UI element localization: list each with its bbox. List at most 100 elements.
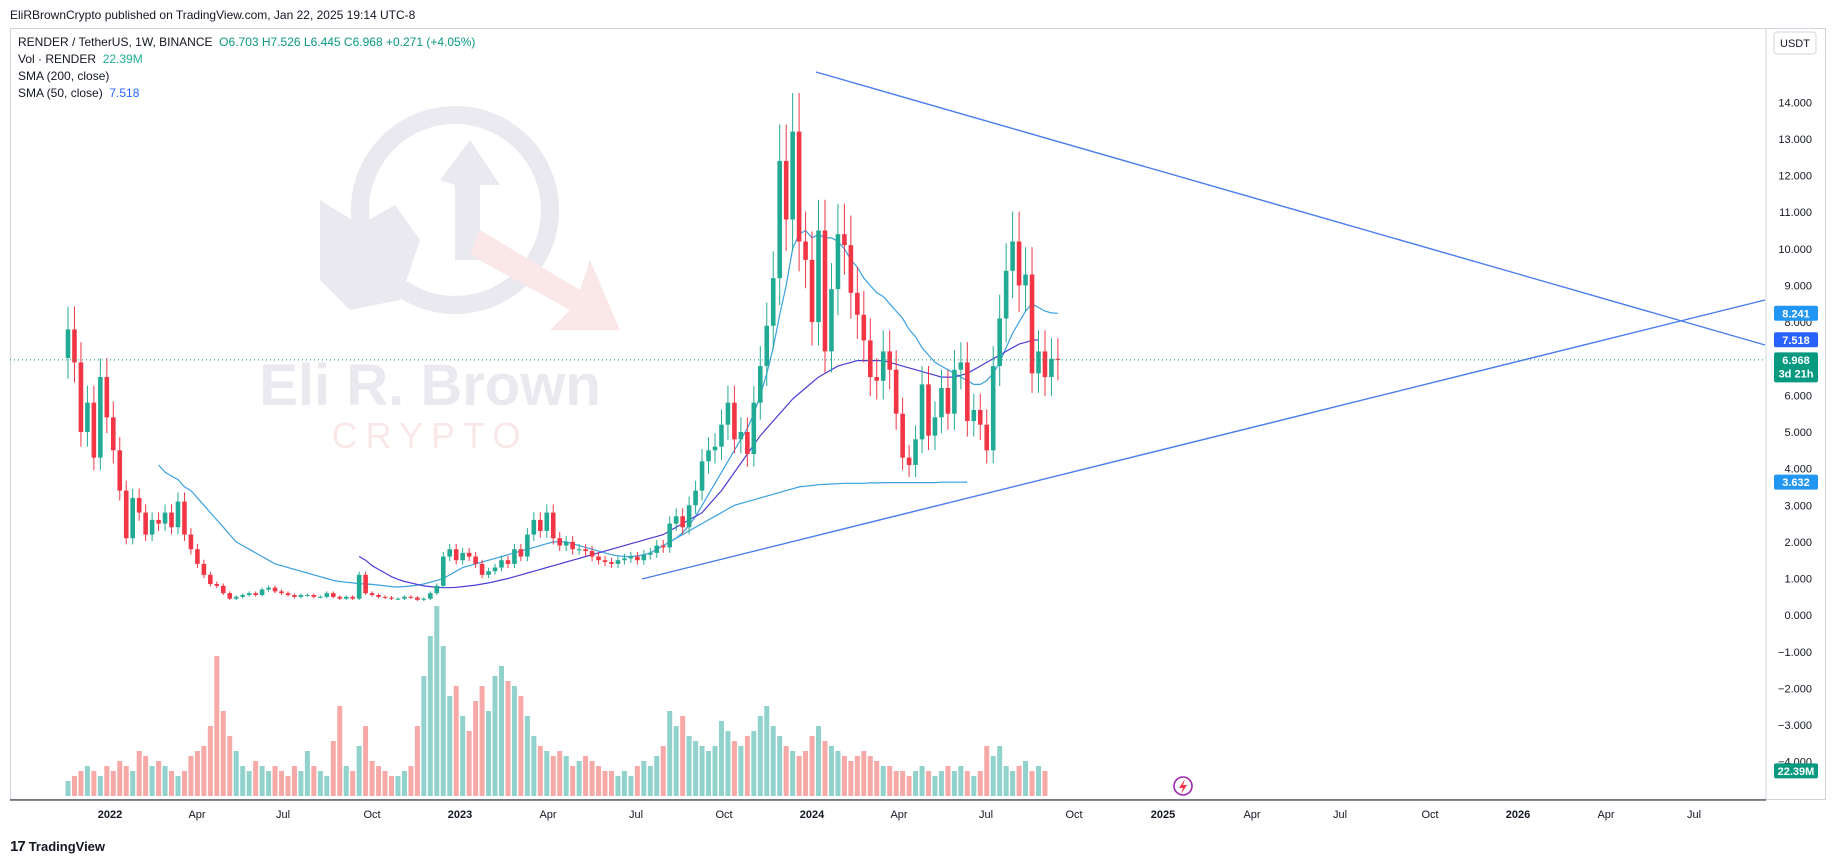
x-tick-label: Apr	[890, 809, 907, 821]
volume-bars	[65, 606, 1048, 796]
candle-body	[855, 292, 860, 315]
footer-brand[interactable]: 17 TradingView	[10, 838, 105, 855]
volume-bar	[220, 711, 226, 796]
volume-bar	[492, 676, 498, 796]
candle-body	[499, 560, 504, 568]
y-tick-label: 0.000	[1784, 610, 1812, 622]
candle-body	[965, 362, 970, 422]
volume-bar	[285, 776, 291, 796]
candle-body	[913, 439, 918, 465]
candle-body	[570, 541, 575, 550]
volume-bar	[945, 766, 951, 796]
candle-body	[169, 512, 174, 528]
volume-bar	[97, 776, 103, 796]
volume-bar	[317, 771, 323, 796]
candle-body	[175, 501, 181, 528]
candle-body	[492, 567, 498, 572]
candle-body	[1016, 241, 1022, 286]
volume-bar	[997, 746, 1003, 796]
trendlines[interactable]	[641, 71, 1766, 580]
candle-body	[292, 595, 297, 597]
candle-body	[602, 560, 608, 563]
y-tick-label: 9.000	[1784, 280, 1812, 292]
volume-bar	[440, 646, 446, 796]
legend-sma200-row[interactable]: SMA (200, close)	[18, 68, 475, 85]
volume-bar	[706, 751, 712, 796]
volume-bar	[175, 776, 181, 796]
candle-body	[389, 597, 394, 599]
volume-bar	[984, 746, 990, 796]
lower-trendline	[641, 299, 1766, 580]
price-tag-label: 7.518	[1782, 335, 1810, 347]
legend-volume-row[interactable]: Vol · RENDER 22.39M	[18, 51, 475, 68]
lightning-icon[interactable]	[1173, 776, 1193, 796]
volume-bar	[731, 741, 737, 796]
currency-button[interactable]: USDT	[1773, 31, 1817, 55]
volume-bar	[214, 656, 220, 796]
volume-bar	[486, 711, 492, 796]
candle-body	[1003, 270, 1009, 319]
candle-body	[208, 574, 213, 585]
candle-body	[369, 593, 375, 596]
chart-legend: RENDER / TetherUS, 1W, BINANCE O6.703 H7…	[18, 34, 475, 102]
candle-body	[835, 234, 841, 290]
candle-body	[816, 230, 821, 323]
candle-body	[227, 593, 233, 599]
volume-bar	[557, 751, 563, 796]
volume-bar	[246, 771, 252, 796]
candle-body	[91, 402, 97, 458]
candle-body	[356, 574, 362, 599]
candle-body	[550, 512, 556, 539]
price-tag	[1774, 332, 1818, 348]
volume-bar	[803, 751, 809, 796]
candle-body	[563, 541, 569, 546]
x-tick-label: 2023	[448, 809, 472, 821]
x-tick-label: Oct	[363, 809, 380, 821]
candle-body	[479, 563, 485, 575]
candle-body	[104, 377, 110, 418]
candle-body	[990, 366, 996, 451]
price-tag	[1774, 763, 1818, 779]
volume-bar	[841, 756, 847, 796]
volume-bar	[188, 756, 194, 796]
volume-bar	[421, 676, 427, 796]
volume-bar	[712, 746, 718, 796]
candle-body	[628, 556, 634, 559]
volume-bar	[376, 766, 382, 796]
volume-bar	[887, 766, 893, 796]
candle-body	[589, 551, 595, 557]
volume-bar	[479, 686, 485, 796]
y-tick-label: 4.000	[1784, 464, 1812, 476]
legend-symbol-row[interactable]: RENDER / TetherUS, 1W, BINANCE O6.703 H7…	[18, 34, 475, 51]
volume-bar	[291, 766, 297, 796]
candle-body	[686, 505, 692, 528]
volume-bar	[343, 766, 349, 796]
volume-bar	[272, 766, 278, 796]
volume-bar	[667, 711, 673, 796]
watermark: Eli R. Brown CRYPTO	[259, 106, 620, 456]
time-axis[interactable]: 2022 Apr Jul Oct 2023 Apr Jul Oct 2024 Apr Jul Oct 2…	[98, 809, 1701, 821]
candle-body	[1029, 274, 1035, 374]
volume-bar	[1023, 761, 1029, 796]
volume-bar	[874, 761, 880, 796]
legend-sma50-label: SMA (50, close)	[18, 86, 103, 100]
price-axis[interactable]: 14.00013.00012.00011.00010.0009.0008.000…	[1778, 97, 1812, 768]
volume-bar	[1036, 766, 1041, 796]
candle-body	[285, 593, 291, 596]
candle-body	[305, 595, 310, 597]
volume-bar	[511, 686, 517, 796]
watermark-subtitle: CRYPTO	[332, 415, 529, 456]
volume-bar	[259, 766, 265, 796]
price-tag-label: 8.241	[1782, 308, 1810, 320]
candle-body	[1049, 358, 1054, 378]
candle-body	[622, 558, 627, 561]
candle-body	[1055, 358, 1061, 360]
volume-bar	[628, 776, 634, 796]
volume-bar	[576, 761, 582, 796]
legend-sma50-row[interactable]: SMA (50, close) 7.518	[18, 85, 475, 102]
candle-body	[874, 377, 880, 381]
volume-bar	[382, 771, 388, 796]
y-tick-label: −2.000	[1778, 683, 1812, 695]
